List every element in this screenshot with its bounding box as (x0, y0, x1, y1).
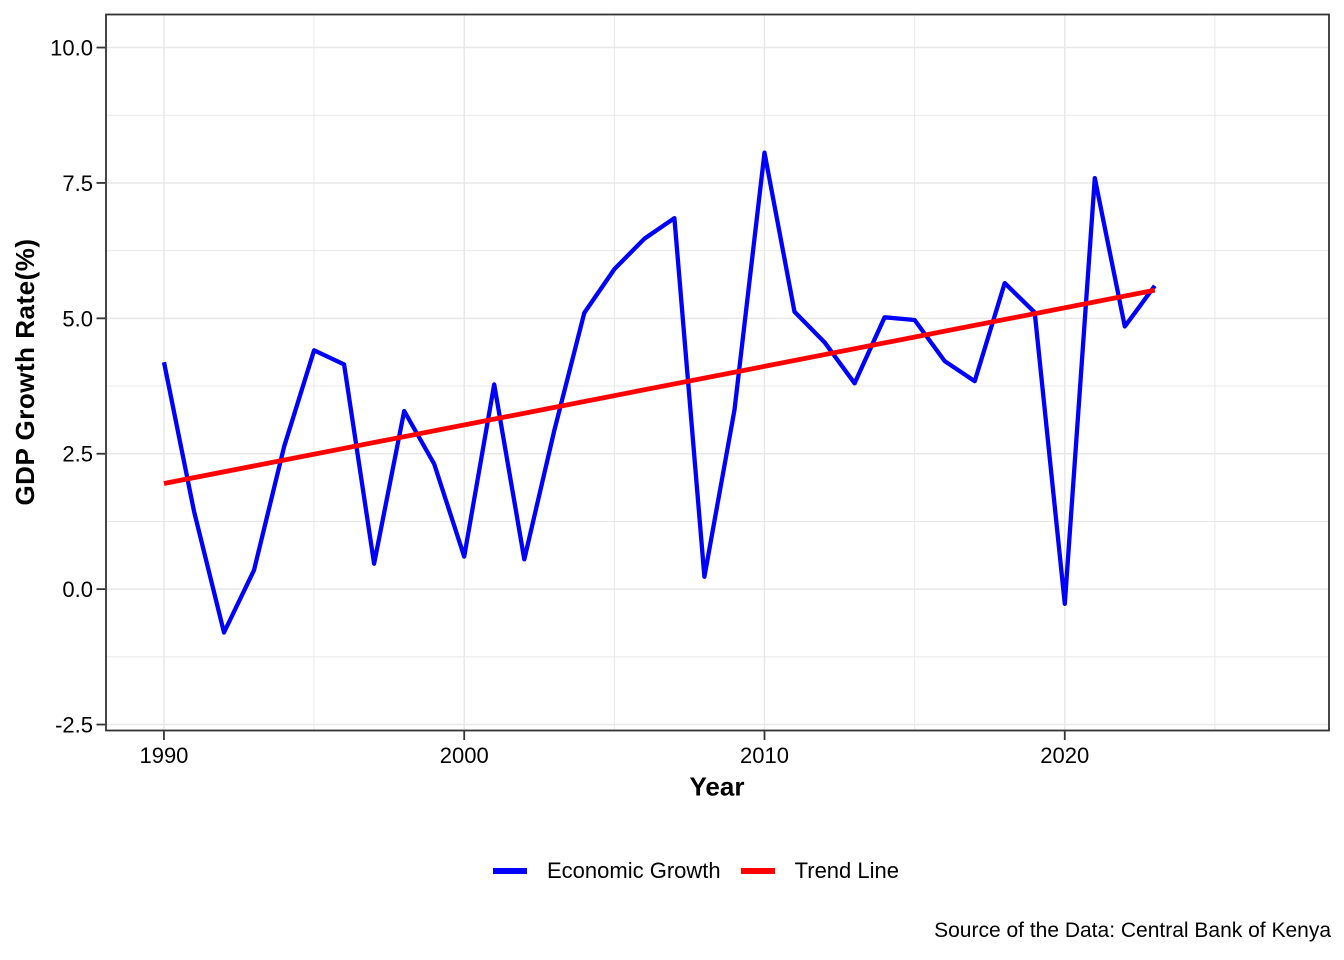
axis-ticks: 1990 2000 2010 2020 -2.5 0.0 2.5 5.0 7.5 10.0 (50, 36, 1089, 768)
y-tick-label: -2.5 (55, 713, 93, 738)
economic-growth-line-swatch (493, 868, 527, 874)
x-tick-label: 2020 (1040, 743, 1089, 768)
x-axis-title: Year (689, 771, 745, 802)
x-tick-label: 1990 (139, 743, 188, 768)
y-tick-label: 10.0 (50, 36, 93, 61)
legend-label-trend-line: Trend Line (794, 858, 899, 883)
y-tick-label: 5.0 (62, 306, 93, 331)
panel-background (106, 14, 1329, 731)
legend-label-economic-growth: Economic Growth (547, 858, 721, 883)
source-note: Source of the Data: Central Bank of Keny… (934, 919, 1331, 942)
legend-item-economic-growth: Economic Growth (493, 858, 721, 884)
legend-item-trend-line: Trend Line (740, 858, 899, 884)
trend-line-line (163, 287, 1156, 486)
legend: Economic Growth Trend Line (48, 858, 1344, 884)
trend-line-swatch (740, 868, 775, 874)
x-tick-label: 2000 (440, 743, 489, 768)
y-tick-label: 7.5 (62, 171, 93, 196)
economic-growth-line (161, 150, 1157, 635)
y-tick-label: 0.0 (62, 577, 93, 602)
y-axis-title: GDP Growth Rate(%) (10, 238, 40, 506)
y-tick-label: 2.5 (62, 442, 93, 467)
panel-border (105, 13, 1330, 732)
x-tick-label: 2010 (740, 743, 789, 768)
